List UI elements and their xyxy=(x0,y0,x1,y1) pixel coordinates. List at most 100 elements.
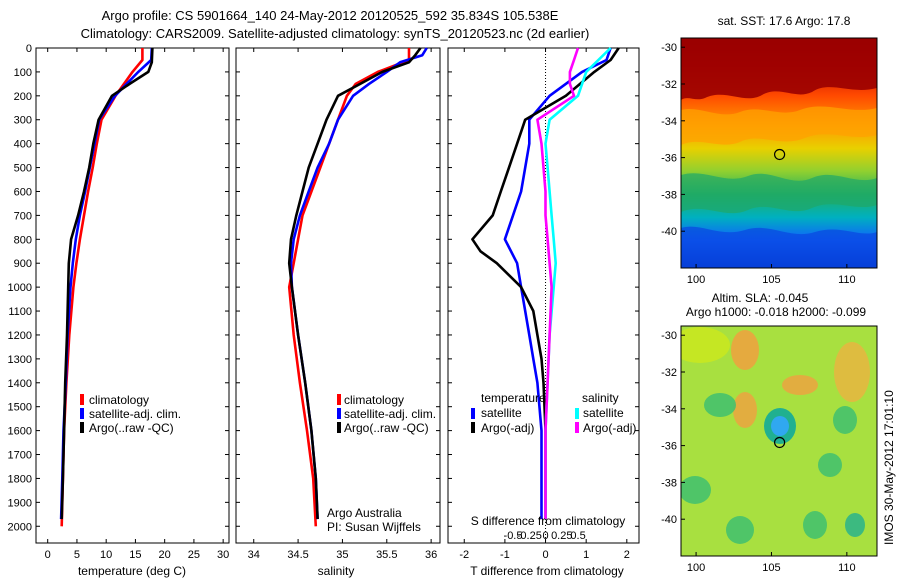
sla-map-title: Altim. SLA: -0.045 xyxy=(712,291,809,305)
legend-swatch-climatology xyxy=(337,394,341,405)
legend-swatch-argo xyxy=(80,422,84,433)
map-y-tick-label: -30 xyxy=(661,42,677,54)
t-difference-label: T difference from climatology xyxy=(470,564,624,578)
sla-blob xyxy=(845,513,865,537)
y-tick-label: 1500 xyxy=(8,402,32,414)
legend-label-satellite: satellite-adj. clim. xyxy=(344,407,436,421)
legend-swatch-t-argo xyxy=(471,422,475,433)
map-x-tick-label: 100 xyxy=(687,274,705,286)
map-y-tick-label: -34 xyxy=(661,404,677,416)
series-line-argo--adj- xyxy=(471,47,620,520)
difference-legend: temperature salinity satellite Argo(-adj… xyxy=(471,391,636,435)
map-y-tick-label: -36 xyxy=(661,441,677,453)
series-line-argo--adj- xyxy=(536,47,580,520)
y-tick-label: 0 xyxy=(26,43,32,55)
sst-warm-region xyxy=(681,38,877,100)
x-tick-label: 35.5 xyxy=(376,549,397,561)
map-y-tick-label: -34 xyxy=(661,116,677,128)
salinity-legend: climatology satellite-adj. clim. Argo(..… xyxy=(337,393,436,435)
temperature-series xyxy=(59,47,154,527)
legend-swatch-s-satellite xyxy=(575,408,579,419)
sla-map-frame xyxy=(680,325,878,557)
y-tick-label: 800 xyxy=(14,234,32,246)
x-tick-label: 30 xyxy=(217,549,229,561)
sst-map-title: sat. SST: 17.6 Argo: 17.8 xyxy=(718,14,851,28)
depth-axis: 0 100 200 300 400 500 600 700 800 900 1000 1100 1200… xyxy=(8,43,229,533)
sla-heatmap xyxy=(681,326,877,556)
top-tick-label: 0.25 xyxy=(551,530,572,542)
x-tick-label: 10 xyxy=(100,549,112,561)
sla-blob xyxy=(803,511,827,539)
map-y-tick-label: -32 xyxy=(661,79,677,91)
top-tick-label: -0.5 xyxy=(504,530,523,542)
y-tick-label: 1300 xyxy=(8,354,32,366)
difference-series xyxy=(471,47,620,520)
y-tick-label: 700 xyxy=(14,210,32,222)
sla-eddy-core xyxy=(771,416,789,436)
legend-label-climatology: climatology xyxy=(344,393,404,407)
x-tick-label: 35 xyxy=(336,549,348,561)
top-tick-label: 0.5 xyxy=(570,530,585,542)
map-x-tick-label: 105 xyxy=(762,562,780,574)
y-tick-label: 900 xyxy=(14,258,32,270)
map-y-tick-label: -36 xyxy=(661,153,677,165)
temperature-x-axis: 0 5 10 15 20 25 30 xyxy=(45,48,229,561)
series-line-climatology xyxy=(287,48,411,527)
legend-swatch-climatology xyxy=(80,394,84,405)
map-y-tick-label: -30 xyxy=(661,330,677,342)
timestamp: IMOS 30-May-2012 17:01:10 xyxy=(882,390,896,545)
y-tick-label: 300 xyxy=(14,115,32,127)
y-tick-label: 400 xyxy=(14,139,32,151)
legend-label-s-argo: Argo(-adj) xyxy=(583,421,636,435)
legend-swatch-t-satellite xyxy=(471,408,475,419)
y-tick-label: 100 xyxy=(14,67,32,79)
argo-float-marker xyxy=(774,436,786,449)
series-line-satellite xyxy=(503,47,612,520)
sla-blob xyxy=(733,392,757,428)
map-y-tick-label: -32 xyxy=(661,367,677,379)
header-line-2: Climatology: CARS2009. Satellite-adjuste… xyxy=(81,26,590,41)
legend-label-argo: Argo(..raw -QC) xyxy=(89,421,174,435)
y-tick-label: 500 xyxy=(14,163,32,175)
salinity-x-label: salinity xyxy=(318,564,355,578)
x-tick-label: 0 xyxy=(542,549,548,561)
y-tick-label: 2000 xyxy=(8,521,32,533)
map-y-tick-label: -38 xyxy=(661,189,677,201)
map-y-tick-label: -40 xyxy=(661,514,677,526)
temperature-legend: climatology satellite-adj. clim. Argo(..… xyxy=(80,393,181,435)
sla-map-subtitle: Argo h1000: -0.018 h2000: -0.099 xyxy=(686,305,866,319)
x-tick-label: -1 xyxy=(500,549,510,561)
temperature-panel: 0100200300400500600700800900100011001200… xyxy=(8,43,230,578)
legend-swatch-satellite xyxy=(337,408,341,419)
x-tick-label: 15 xyxy=(129,549,141,561)
sla-blob xyxy=(833,406,857,434)
sst-cold-region xyxy=(681,226,877,268)
legend-label-climatology: climatology xyxy=(89,393,149,407)
sla-blob xyxy=(834,342,870,402)
difference-s-axis: -0.5-0.25 0 0.250.5 xyxy=(504,530,586,542)
x-tick-label: 1 xyxy=(583,549,589,561)
credit-org: Argo Australia xyxy=(327,506,402,520)
salinity-series xyxy=(287,47,428,527)
s-difference-label: S difference from climatology xyxy=(471,514,626,528)
y-tick-label: 200 xyxy=(14,91,32,103)
x-tick-label: 36 xyxy=(425,549,437,561)
legend-title-salinity: salinity xyxy=(582,391,619,405)
difference-x-axis: -2 -1 0 1 2 xyxy=(459,48,630,561)
sst-green-band xyxy=(681,173,877,214)
series-line-argo---raw--qc- xyxy=(287,47,422,520)
map-y-tick-label: -40 xyxy=(661,226,677,238)
legend-swatch-satellite xyxy=(80,408,84,419)
series-line-satellite-adj--clim- xyxy=(289,47,428,520)
legend-label-satellite: satellite-adj. clim. xyxy=(89,407,181,421)
sst-map-panel: sat. SST: 17.6 Argo: 17.8 100 105 110 -30 -3… xyxy=(661,14,878,286)
sst-heatmap xyxy=(681,38,877,268)
map-x-tick-label: 110 xyxy=(838,274,856,286)
sla-blob xyxy=(681,327,730,363)
difference-plot-frame xyxy=(447,47,640,544)
top-tick-label: 0 xyxy=(542,530,548,542)
series-line-argo---raw--qc- xyxy=(60,47,154,520)
sla-map-panel: Altim. SLA: -0.045 Argo h1000: -0.018 h2… xyxy=(661,291,878,574)
y-tick-label: 600 xyxy=(14,186,32,198)
